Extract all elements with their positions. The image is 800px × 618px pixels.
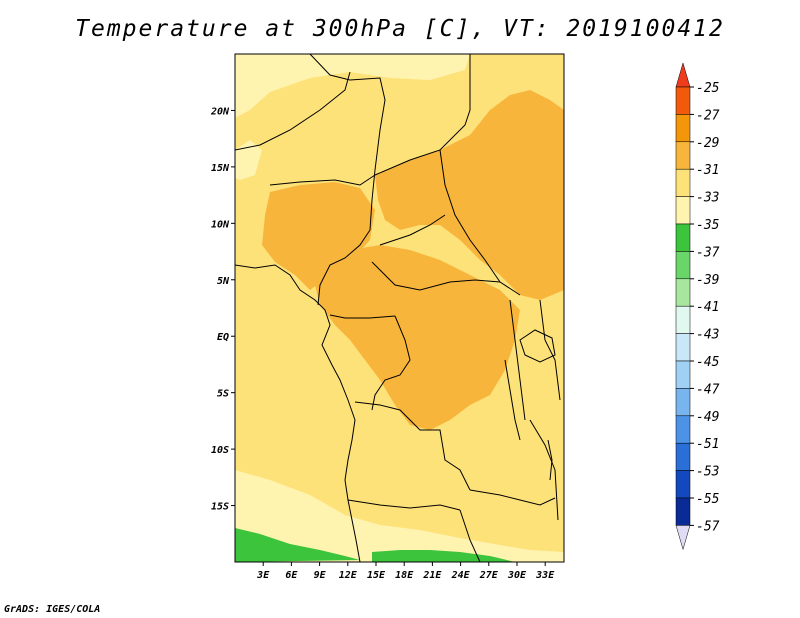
colorbar-label: -41 (696, 300, 719, 315)
border-12 (347, 499, 461, 511)
colorbar-segment (675, 141, 691, 170)
band-37-35-b (372, 550, 515, 562)
lat-tick-label: EQ (217, 332, 229, 343)
colorbar-segment (675, 114, 691, 143)
lat-tick-label: 20N (210, 106, 230, 117)
plot-frame (234, 53, 565, 563)
coastline-west (235, 264, 361, 562)
border-4 (374, 54, 471, 176)
border-15 (459, 509, 481, 562)
lon-tick-label: 30E (507, 570, 527, 581)
lon-tick-label: 18E (395, 570, 414, 581)
border-2 (235, 71, 351, 151)
band-31-29-congo (385, 295, 505, 420)
colorbar-label: -29 (696, 136, 719, 151)
colorbar-label: -51 (696, 437, 719, 452)
band-31-29-east-sahel (375, 90, 564, 300)
lon-tick-label: 9E (314, 570, 327, 581)
lake-malawi (547, 439, 553, 481)
colorbar-segment (675, 196, 691, 225)
colorbar-segment (675, 86, 691, 115)
lon-tick-label: 15E (367, 570, 386, 581)
colorbar-label: -57 (696, 519, 720, 534)
colorbar: -25 -27 -29 -31 -33 -35 -37 -39 -41 -43 -45 -47 -49 -… (675, 62, 720, 551)
border-11 (354, 401, 471, 491)
colorbar-segment (675, 333, 691, 362)
colorbar-segment (675, 278, 691, 307)
border-17 (529, 419, 559, 521)
border-16 (539, 299, 561, 401)
chart-title: Temperature at 300hPa [C], VT: 201910041… (75, 16, 725, 42)
colorbar-label: -35 (696, 218, 720, 233)
colorbar-segment (675, 305, 691, 334)
country-borders (235, 54, 561, 562)
colorbar-segment (675, 168, 691, 197)
lat-tick-label: 10S (211, 445, 229, 456)
colorbar-label: -27 (696, 108, 720, 123)
lon-tick-label: 24E (451, 570, 471, 581)
colorbar-label: -37 (696, 245, 720, 260)
lon-tick-label: 21E (422, 570, 442, 581)
border-13 (509, 299, 526, 421)
colorbar-bottom-triangle (675, 525, 691, 551)
border-1 (309, 54, 386, 201)
temperature-field (235, 54, 564, 562)
border-14 (469, 489, 556, 506)
colorbar-label: -25 (696, 81, 720, 96)
colorbar-label: -31 (696, 163, 719, 178)
colorbar-segment (675, 223, 691, 252)
lon-tick-label: 3E (256, 570, 270, 581)
colorbar-segment (675, 415, 691, 444)
border-7 (379, 214, 446, 246)
colorbar-label: -55 (696, 492, 720, 507)
lake-tanganyika (504, 359, 521, 441)
border-5 (439, 149, 501, 283)
band-37-35 (235, 528, 360, 562)
lat-tick-label: 15S (211, 502, 229, 513)
colorbar-label: -49 (696, 410, 719, 425)
colorbar-segment (675, 251, 691, 280)
band-35-33-north (235, 54, 470, 118)
colorbar-label: -47 (696, 382, 720, 397)
latitude-axis: 20N 15N 10N 5N EQ 5S 10S 15S (210, 106, 235, 513)
longitude-axis: 3E 6E 9E 12E 15E 18E 21E 24E 27E 30E 33E (256, 562, 555, 581)
colorbar-label: -45 (696, 355, 720, 370)
colorbar-label: -33 (696, 191, 719, 206)
band-35-33-northwest (235, 140, 262, 180)
lat-tick-label: 5S (217, 389, 229, 400)
lat-tick-label: 10N (211, 219, 230, 230)
border-9 (329, 314, 396, 319)
colorbar-label: -39 (696, 273, 719, 288)
lat-tick-label: 15N (211, 163, 230, 174)
colorbar-top-triangle (675, 62, 691, 88)
border-6 (317, 199, 373, 306)
colorbar-segment (675, 497, 691, 526)
lat-tick-label: 5N (217, 276, 230, 287)
lon-tick-label: 6E (285, 570, 298, 581)
colorbar-segment (675, 442, 691, 471)
border-8 (371, 261, 521, 296)
colorbar-label: -53 (696, 465, 719, 480)
lon-tick-label: 12E (339, 570, 358, 581)
colorbar-segment (675, 388, 691, 417)
lon-tick-label: 33E (535, 570, 555, 581)
grads-credit: GrADS: IGES/COLA (4, 604, 101, 615)
lake-victoria (519, 329, 556, 363)
colorbar-label: -43 (696, 328, 719, 343)
colorbar-segment (675, 470, 691, 499)
colorbar-segment (675, 360, 691, 389)
lon-tick-label: 27E (479, 570, 499, 581)
band-35-33-south (235, 470, 564, 562)
border-3 (269, 174, 376, 186)
border-10 (371, 315, 411, 411)
